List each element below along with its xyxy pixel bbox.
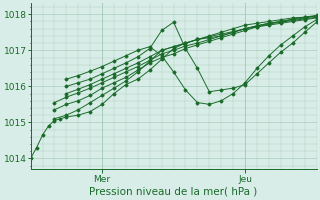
X-axis label: Pression niveau de la mer( hPa ): Pression niveau de la mer( hPa )	[90, 187, 258, 197]
